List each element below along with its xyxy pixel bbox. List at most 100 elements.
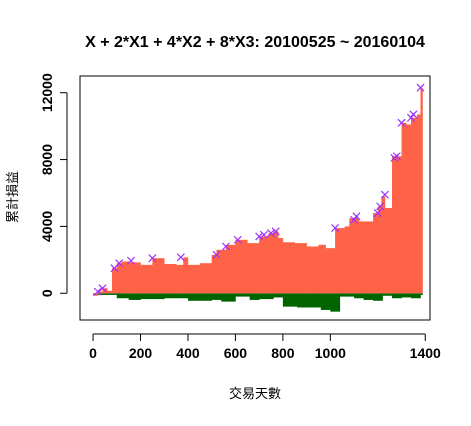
profit-bar [152, 258, 165, 294]
profit-bar [225, 244, 236, 294]
new-high-marker [233, 235, 242, 244]
profit-bar [349, 218, 355, 294]
drawdown-bar [363, 293, 374, 300]
profit-bar [396, 156, 402, 294]
drawdown-bar [339, 293, 355, 297]
profit-bar [164, 264, 177, 294]
drawdown-bar [373, 293, 383, 301]
new-high-marker [148, 254, 157, 263]
drawdown-bar [411, 293, 421, 299]
drawdown-bar [320, 293, 331, 310]
profit-bar [97, 291, 103, 294]
profit-bar [216, 249, 227, 294]
x-tick-label: 800 [271, 345, 295, 361]
chart-title: X + 2*X1 + 4*X2 + 8*X3: 20100525 ~ 20160… [85, 34, 425, 51]
new-high-marker [392, 152, 401, 161]
drawdown-bar [273, 293, 284, 298]
new-high-marker [373, 209, 382, 218]
profit-bar [411, 117, 418, 294]
profit-bar [330, 248, 336, 294]
x-axis: 0 200 400 600 800 1000 1400 [89, 333, 441, 361]
new-high-marker [352, 212, 361, 221]
new-high-marker [115, 259, 124, 268]
new-high-marker [331, 224, 340, 233]
y-tick-label: 12000 [39, 73, 55, 112]
profit-bar [199, 263, 212, 294]
drawdown-bar [354, 293, 364, 299]
drawdown-bar [221, 293, 236, 302]
new-high-marker [212, 250, 221, 259]
drawdown-bar [392, 293, 402, 299]
x-tick-label: 200 [129, 345, 153, 361]
profit-bar [273, 231, 279, 294]
y-axis: 0 4000 8000 12000 [39, 73, 68, 297]
profit-bar [235, 239, 248, 294]
new-high-markers [93, 83, 425, 296]
drawdown-bar [297, 293, 307, 308]
x-tick-label: 400 [176, 345, 200, 361]
new-high-marker [409, 110, 418, 119]
profit-bar [121, 261, 129, 294]
profit-bar [282, 242, 296, 294]
profit-bar [318, 244, 326, 294]
profit-bar [384, 208, 393, 294]
profit-bar [344, 226, 350, 294]
profit-bar [140, 264, 153, 294]
new-high-marker [126, 256, 136, 265]
profit-bar [401, 122, 407, 294]
x-tick-label: 600 [224, 345, 248, 361]
profit-bar [377, 206, 382, 294]
y-tick-label: 0 [39, 289, 55, 297]
drawdown-bar [330, 293, 341, 312]
profit-bar [368, 221, 374, 294]
y-tick-label: 8000 [39, 144, 55, 175]
drawdown-bar [164, 293, 189, 299]
new-high-marker [397, 118, 406, 127]
drawdown-bar [235, 293, 250, 297]
drawdown-bar [187, 293, 212, 301]
x-axis-label: 交易天數 [229, 386, 281, 401]
profit-bar [187, 264, 201, 294]
profit-bar [183, 257, 189, 294]
profit-bar [416, 114, 421, 294]
drawdown-bar [282, 293, 298, 307]
new-high-marker [406, 113, 416, 122]
plot-frame [79, 75, 431, 321]
new-high-marker [259, 230, 268, 239]
profit-bar [406, 124, 412, 294]
y-tick-label: 4000 [39, 211, 55, 242]
drawdown-bar [259, 293, 274, 300]
new-high-marker [271, 227, 280, 236]
new-high-marker [221, 242, 230, 251]
new-high-marker [93, 287, 102, 296]
profit-bar [381, 196, 386, 294]
x-tick-label: 1000 [315, 345, 346, 361]
drawdown-bar [420, 293, 423, 295]
drawdown-bar [211, 293, 222, 300]
profit-bar [116, 263, 122, 294]
new-high-marker [176, 253, 185, 262]
new-high-marker [376, 202, 385, 211]
profit-bar [306, 246, 319, 294]
profit-bar [392, 156, 398, 294]
x-tick-label: 1400 [410, 345, 441, 361]
drawdown-bar [401, 293, 412, 298]
drawdown-area [93, 293, 423, 312]
drawdown-bar [249, 293, 260, 300]
profit-bar [325, 248, 331, 294]
profit-bar [211, 254, 217, 294]
drawdown-bar [116, 293, 129, 299]
profit-area [93, 87, 423, 296]
new-high-marker [416, 83, 425, 92]
y-axis-label: 累計損益 [5, 171, 20, 223]
new-high-marker [380, 190, 389, 199]
new-high-marker [255, 232, 264, 241]
drawdown-bar [306, 293, 322, 308]
drawdown-bar [128, 293, 141, 300]
profit-bar [107, 290, 113, 294]
profit-bar [354, 218, 360, 294]
profit-bar [247, 243, 260, 294]
drawdown-bar [140, 293, 165, 300]
